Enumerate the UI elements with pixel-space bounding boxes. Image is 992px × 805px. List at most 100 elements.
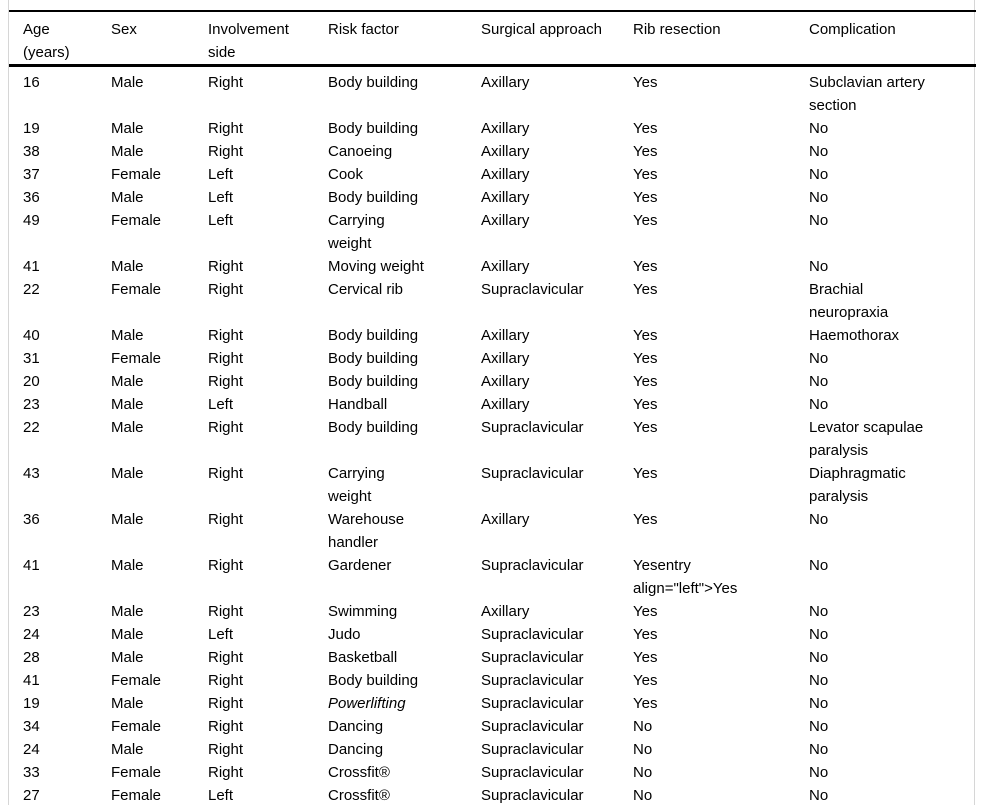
table-row: 37 Female Left Cook Axillary Yes No <box>9 163 976 186</box>
table-cell: 36 <box>23 511 40 528</box>
table-cell: Yes <box>633 258 658 275</box>
table-cell: 27 <box>23 787 40 804</box>
table-cell: Basketball <box>328 649 398 666</box>
table-cell: Female <box>111 281 162 298</box>
table-cell: Supraclavicular <box>481 465 584 482</box>
table-cell: Axillary <box>481 327 530 344</box>
table-cell: Male <box>111 373 144 390</box>
table-cell: No <box>809 695 829 712</box>
table-row: 19 Male Right Powerlifting Supraclavicular Ye… <box>9 692 976 715</box>
table-cell: 22 <box>23 419 40 436</box>
table-cell: Handball <box>328 396 388 413</box>
table-row: 36 Male Right Warehouse handler Axillary Yes N… <box>9 508 976 554</box>
table-cell: Yes <box>633 120 658 137</box>
table-cell: 49 <box>23 212 40 229</box>
table-cell: Yes <box>633 419 658 436</box>
table-cell: No <box>809 396 829 413</box>
table-cell: Supraclavicular <box>481 672 584 689</box>
table-row: 28 Male Right Basketball Supraclavicular Yes N… <box>9 646 976 669</box>
table-cell: No <box>633 741 653 758</box>
table-cell: 41 <box>23 557 40 574</box>
table-cell: No <box>809 511 829 528</box>
table-cell: Subclavian artery section <box>809 74 925 114</box>
table-row: 24 Male Right Dancing Supraclavicular No No <box>9 738 976 761</box>
table-cell: Powerlifting <box>328 695 406 712</box>
table-cell: No <box>809 350 829 367</box>
table-cell: Axillary <box>481 74 530 91</box>
table-cell: Supraclavicular <box>481 557 584 574</box>
table-cell: Male <box>111 465 144 482</box>
table-cell: Moving weight <box>328 258 424 275</box>
table-cell: Cervical rib <box>328 281 404 298</box>
table-cell: Judo <box>328 626 361 643</box>
table-cell: Supraclavicular <box>481 764 584 781</box>
table-cell: Dancing <box>328 741 384 758</box>
table-row: 49 Female Left Carrying weight Axillary Yes No <box>9 209 976 255</box>
table-cell: Left <box>208 189 234 206</box>
table-cell: Axillary <box>481 120 530 137</box>
table-cell: Male <box>111 557 144 574</box>
table-cell: Male <box>111 120 144 137</box>
table-cell: Right <box>208 120 244 137</box>
table-cell: 28 <box>23 649 40 666</box>
table-cell: Yes <box>633 373 658 390</box>
table-cell: Brachial neuropraxia <box>809 281 889 321</box>
table-cell: Male <box>111 511 144 528</box>
table-cell: Axillary <box>481 350 530 367</box>
table-cell: Axillary <box>481 396 530 413</box>
table-cell: Right <box>208 327 244 344</box>
column-header: Complication <box>795 11 976 67</box>
table-cell: Yes <box>633 212 658 229</box>
table-cell: Right <box>208 695 244 712</box>
table-cell: Levator scapulae paralysis <box>809 419 924 459</box>
table-cell: No <box>809 764 829 781</box>
table-cell: 41 <box>23 258 40 275</box>
table-cell: Body building <box>328 189 419 206</box>
table-cell: Female <box>111 764 162 781</box>
table-cell: 19 <box>23 120 40 137</box>
table-cell: No <box>633 764 653 781</box>
table-cell: Female <box>111 166 162 183</box>
table-cell: Right <box>208 741 244 758</box>
table-cell: Supraclavicular <box>481 741 584 758</box>
table-cell: Swimming <box>328 603 398 620</box>
column-header: Surgical approach <box>467 11 619 67</box>
table-cell: 38 <box>23 143 40 160</box>
table-cell: 16 <box>23 74 40 91</box>
table-cell: Right <box>208 557 244 574</box>
table-row: 23 Male Left Handball Axillary Yes No <box>9 393 976 416</box>
table-cell: Male <box>111 74 144 91</box>
table-cell: 37 <box>23 166 40 183</box>
table-cell: Male <box>111 695 144 712</box>
table-row: 31 Female Right Body building Axillary Yes No <box>9 347 976 370</box>
table-cell: No <box>809 557 829 574</box>
table-cell: Male <box>111 419 144 436</box>
table-cell: Male <box>111 396 144 413</box>
table-cell: Male <box>111 327 144 344</box>
table-cell: Female <box>111 718 162 735</box>
table-cell: Yes <box>633 465 658 482</box>
table-row: 43 Male Right Carrying weight Supraclavicula… <box>9 462 976 508</box>
table-cell: 41 <box>23 672 40 689</box>
table-body: 16 Male Right Body building Axillary Yes Subcl… <box>9 66 976 805</box>
table-cell: 31 <box>23 350 40 367</box>
table-cell: Male <box>111 626 144 643</box>
table-cell: Right <box>208 258 244 275</box>
table-cell: 43 <box>23 465 40 482</box>
column-header: Age (years) <box>9 11 97 67</box>
table-cell: Left <box>208 212 234 229</box>
table-cell: Right <box>208 281 244 298</box>
table-cell: No <box>809 672 829 689</box>
table-cell: Left <box>208 396 234 413</box>
table-row: 23 Male Right Swimming Axillary Yes No <box>9 600 976 623</box>
table-cell: Right <box>208 718 244 735</box>
table-cell: Carrying weight <box>328 212 385 252</box>
table-cell: Yes <box>633 166 658 183</box>
table-cell: No <box>809 143 829 160</box>
table-cell: Right <box>208 74 244 91</box>
table-cell: Axillary <box>481 189 530 206</box>
table-cell: No <box>809 603 829 620</box>
table-row: 22 Female Right Cervical rib Supraclavicular… <box>9 278 976 324</box>
table-cell: Right <box>208 603 244 620</box>
table-cell: Crossfit® <box>328 764 390 781</box>
